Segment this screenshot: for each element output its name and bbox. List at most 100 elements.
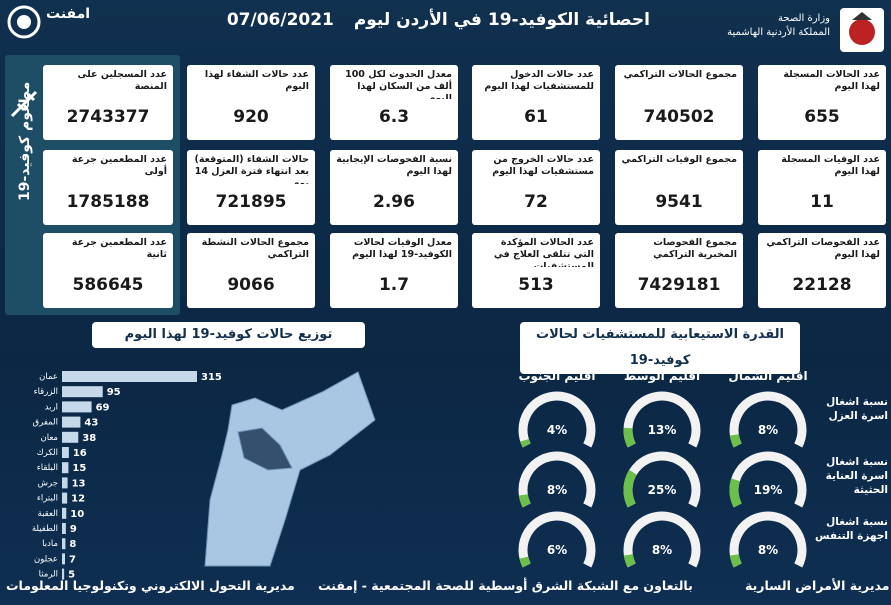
gauge-label: 4% bbox=[547, 423, 567, 437]
value-label: 12 bbox=[71, 494, 85, 505]
bar bbox=[62, 523, 66, 534]
gauge-fill bbox=[623, 469, 637, 508]
stat-value: 61 bbox=[524, 107, 548, 127]
footer-left: مديرية التحول الالكتروني وتكنولوجيا المع… bbox=[6, 578, 295, 593]
category-label: مادبا bbox=[42, 539, 58, 549]
gauge-fill bbox=[729, 554, 742, 568]
stat-value: 9541 bbox=[655, 192, 703, 212]
stat-card: مجموع الفحوصات المخبرية التراكمي 7429181 bbox=[615, 233, 743, 308]
stat-card: عدد حالات الشفاء لهذا اليوم 920 bbox=[187, 65, 315, 140]
gauge-label: 8% bbox=[547, 483, 567, 497]
category-label: البتراء bbox=[37, 494, 58, 504]
stat-value: 655 bbox=[804, 107, 840, 127]
distribution-title: توزيع حالات كوفيد-19 لهذا اليوم bbox=[92, 322, 365, 348]
category-label: الكرك bbox=[37, 448, 58, 458]
logo-text: امفنت bbox=[46, 6, 91, 22]
stat-label: عدد الحالات المسجلة لهذا اليوم bbox=[783, 69, 880, 92]
bar bbox=[62, 538, 66, 550]
stat-card: مجموع الحالات النشطة التراكمي 9066 bbox=[187, 233, 315, 308]
gauge-track bbox=[729, 451, 807, 508]
stat-label: عدد حالات الدخول للمستشفيات لهذا اليوم bbox=[484, 69, 594, 92]
footer-right: مديرية الأمراض السارية bbox=[745, 578, 890, 593]
stat-label: مجموع الوفيات التراكمي bbox=[621, 154, 737, 165]
gauge-label: 25% bbox=[648, 483, 677, 497]
stat-card: مجموع الحالات التراكمي 740502 bbox=[615, 65, 743, 140]
stat-value: 72 bbox=[524, 192, 548, 212]
stat-card: عدد الفحوصات التراكمي لهذا اليوم 22128 bbox=[758, 233, 886, 308]
bar bbox=[62, 447, 69, 458]
emblem bbox=[840, 8, 884, 52]
stat-label: حالات الشفاء (المتوقعة) بعد انتهاء فترة … bbox=[194, 154, 309, 184]
bar bbox=[62, 568, 65, 580]
category-label: عمان bbox=[39, 372, 58, 382]
value-label: 43 bbox=[84, 418, 98, 429]
bar bbox=[62, 371, 197, 382]
gauge-track bbox=[623, 451, 701, 508]
stat-label: معدل الحدوث لكل 100 ألف من السكان لهذا ا… bbox=[345, 69, 452, 99]
region-label: اقليم الشمال bbox=[728, 369, 807, 383]
value-label: 69 bbox=[96, 402, 110, 413]
title: احصائية الكوفيد-19 في الأردن ليوم bbox=[353, 10, 650, 30]
stat-value: 721895 bbox=[215, 192, 287, 212]
stat-value: 22128 bbox=[792, 275, 852, 295]
bar bbox=[62, 462, 69, 474]
ministry-name: وزارة الصحة bbox=[778, 13, 830, 24]
stat-value: 2.96 bbox=[373, 192, 415, 212]
category-label: البلقاء bbox=[37, 463, 58, 473]
value-label: 95 bbox=[107, 387, 121, 398]
date: 07/06/2021 bbox=[226, 10, 334, 30]
title-row: احصائية الكوفيد-19 في الأردن ليوم 07/06/… bbox=[226, 10, 650, 30]
stat-label: عدد المسجلين على المنصة bbox=[77, 69, 167, 92]
logo-icon bbox=[7, 5, 41, 39]
row-label: نسبة اشغال اجهزة التنفس bbox=[815, 516, 888, 542]
category-label: الطفيلة bbox=[32, 524, 58, 534]
logo: امفنت bbox=[6, 4, 126, 46]
gauge-fill bbox=[519, 556, 531, 568]
gauge-track bbox=[623, 391, 701, 448]
region-label: اقليم الجنوب bbox=[518, 369, 595, 384]
stat-card: حالات الشفاء (المتوقعة) بعد انتهاء فترة … bbox=[187, 150, 315, 225]
gauge-fill bbox=[518, 494, 531, 508]
gauge-fill bbox=[520, 438, 531, 448]
stat-label: عدد الفحوصات التراكمي لهذا اليوم bbox=[766, 237, 880, 260]
stat-value: 11 bbox=[810, 192, 834, 212]
gauge-label: 8% bbox=[758, 543, 778, 557]
stat-label: مجموع الحالات التراكمي bbox=[623, 69, 737, 80]
value-label: 10 bbox=[70, 509, 84, 520]
stat-value: 1785188 bbox=[66, 192, 150, 212]
stat-card: عدد المطعمين جرعة أولى 1785188 bbox=[43, 150, 173, 225]
value-label: 16 bbox=[73, 448, 87, 459]
gauge-label: 13% bbox=[648, 423, 677, 437]
stat-card: نسبة الفحوصات الإيجابية لهذا اليوم 2.96 bbox=[330, 150, 458, 225]
gauge-fill bbox=[623, 554, 636, 568]
stat-value: 740502 bbox=[643, 107, 715, 127]
gauge-track bbox=[518, 511, 596, 568]
map-highlight bbox=[237, 427, 293, 471]
gauge-track bbox=[729, 391, 807, 448]
value-label: 8 bbox=[69, 539, 76, 550]
ministry: وزارة الصحة المملكة الأردنية الهاشمية bbox=[720, 12, 830, 40]
stat-label: عدد الوفيات المسجلة لهذا اليوم bbox=[781, 154, 880, 177]
gauge-track bbox=[518, 391, 596, 448]
gauge-label: 19% bbox=[754, 483, 783, 497]
bar bbox=[62, 477, 68, 489]
stat-label: معدل الوفيات لحالات الكوفيد-19 لهذا اليو… bbox=[352, 237, 452, 260]
stat-label: عدد المطعمين جرعة ثانية bbox=[71, 237, 167, 260]
stat-value: 1.7 bbox=[378, 275, 410, 295]
gauge-fill bbox=[729, 478, 742, 508]
value-label: 5 bbox=[68, 570, 75, 581]
stat-card: عدد الوفيات المسجلة لهذا اليوم 11 bbox=[758, 150, 886, 225]
bar bbox=[62, 416, 81, 428]
stat-label: عدد حالات الشفاء لهذا اليوم bbox=[204, 69, 309, 92]
stat-value: 2743377 bbox=[66, 107, 150, 127]
category-label: جرش bbox=[38, 478, 58, 488]
row-label: نسبة اشغال اسرة العناية الحثيثة bbox=[825, 456, 888, 496]
category-label: العقبة bbox=[38, 509, 58, 519]
gauge-track bbox=[518, 451, 596, 508]
category-label: اربد bbox=[45, 402, 58, 412]
category-label: الزرقاء bbox=[34, 387, 58, 397]
row-label: نسبة اشغال اسرة العزل bbox=[826, 396, 888, 422]
capacity-title: القدرة الاستيعابية للمستشفيات لحالات كوف… bbox=[520, 322, 800, 374]
